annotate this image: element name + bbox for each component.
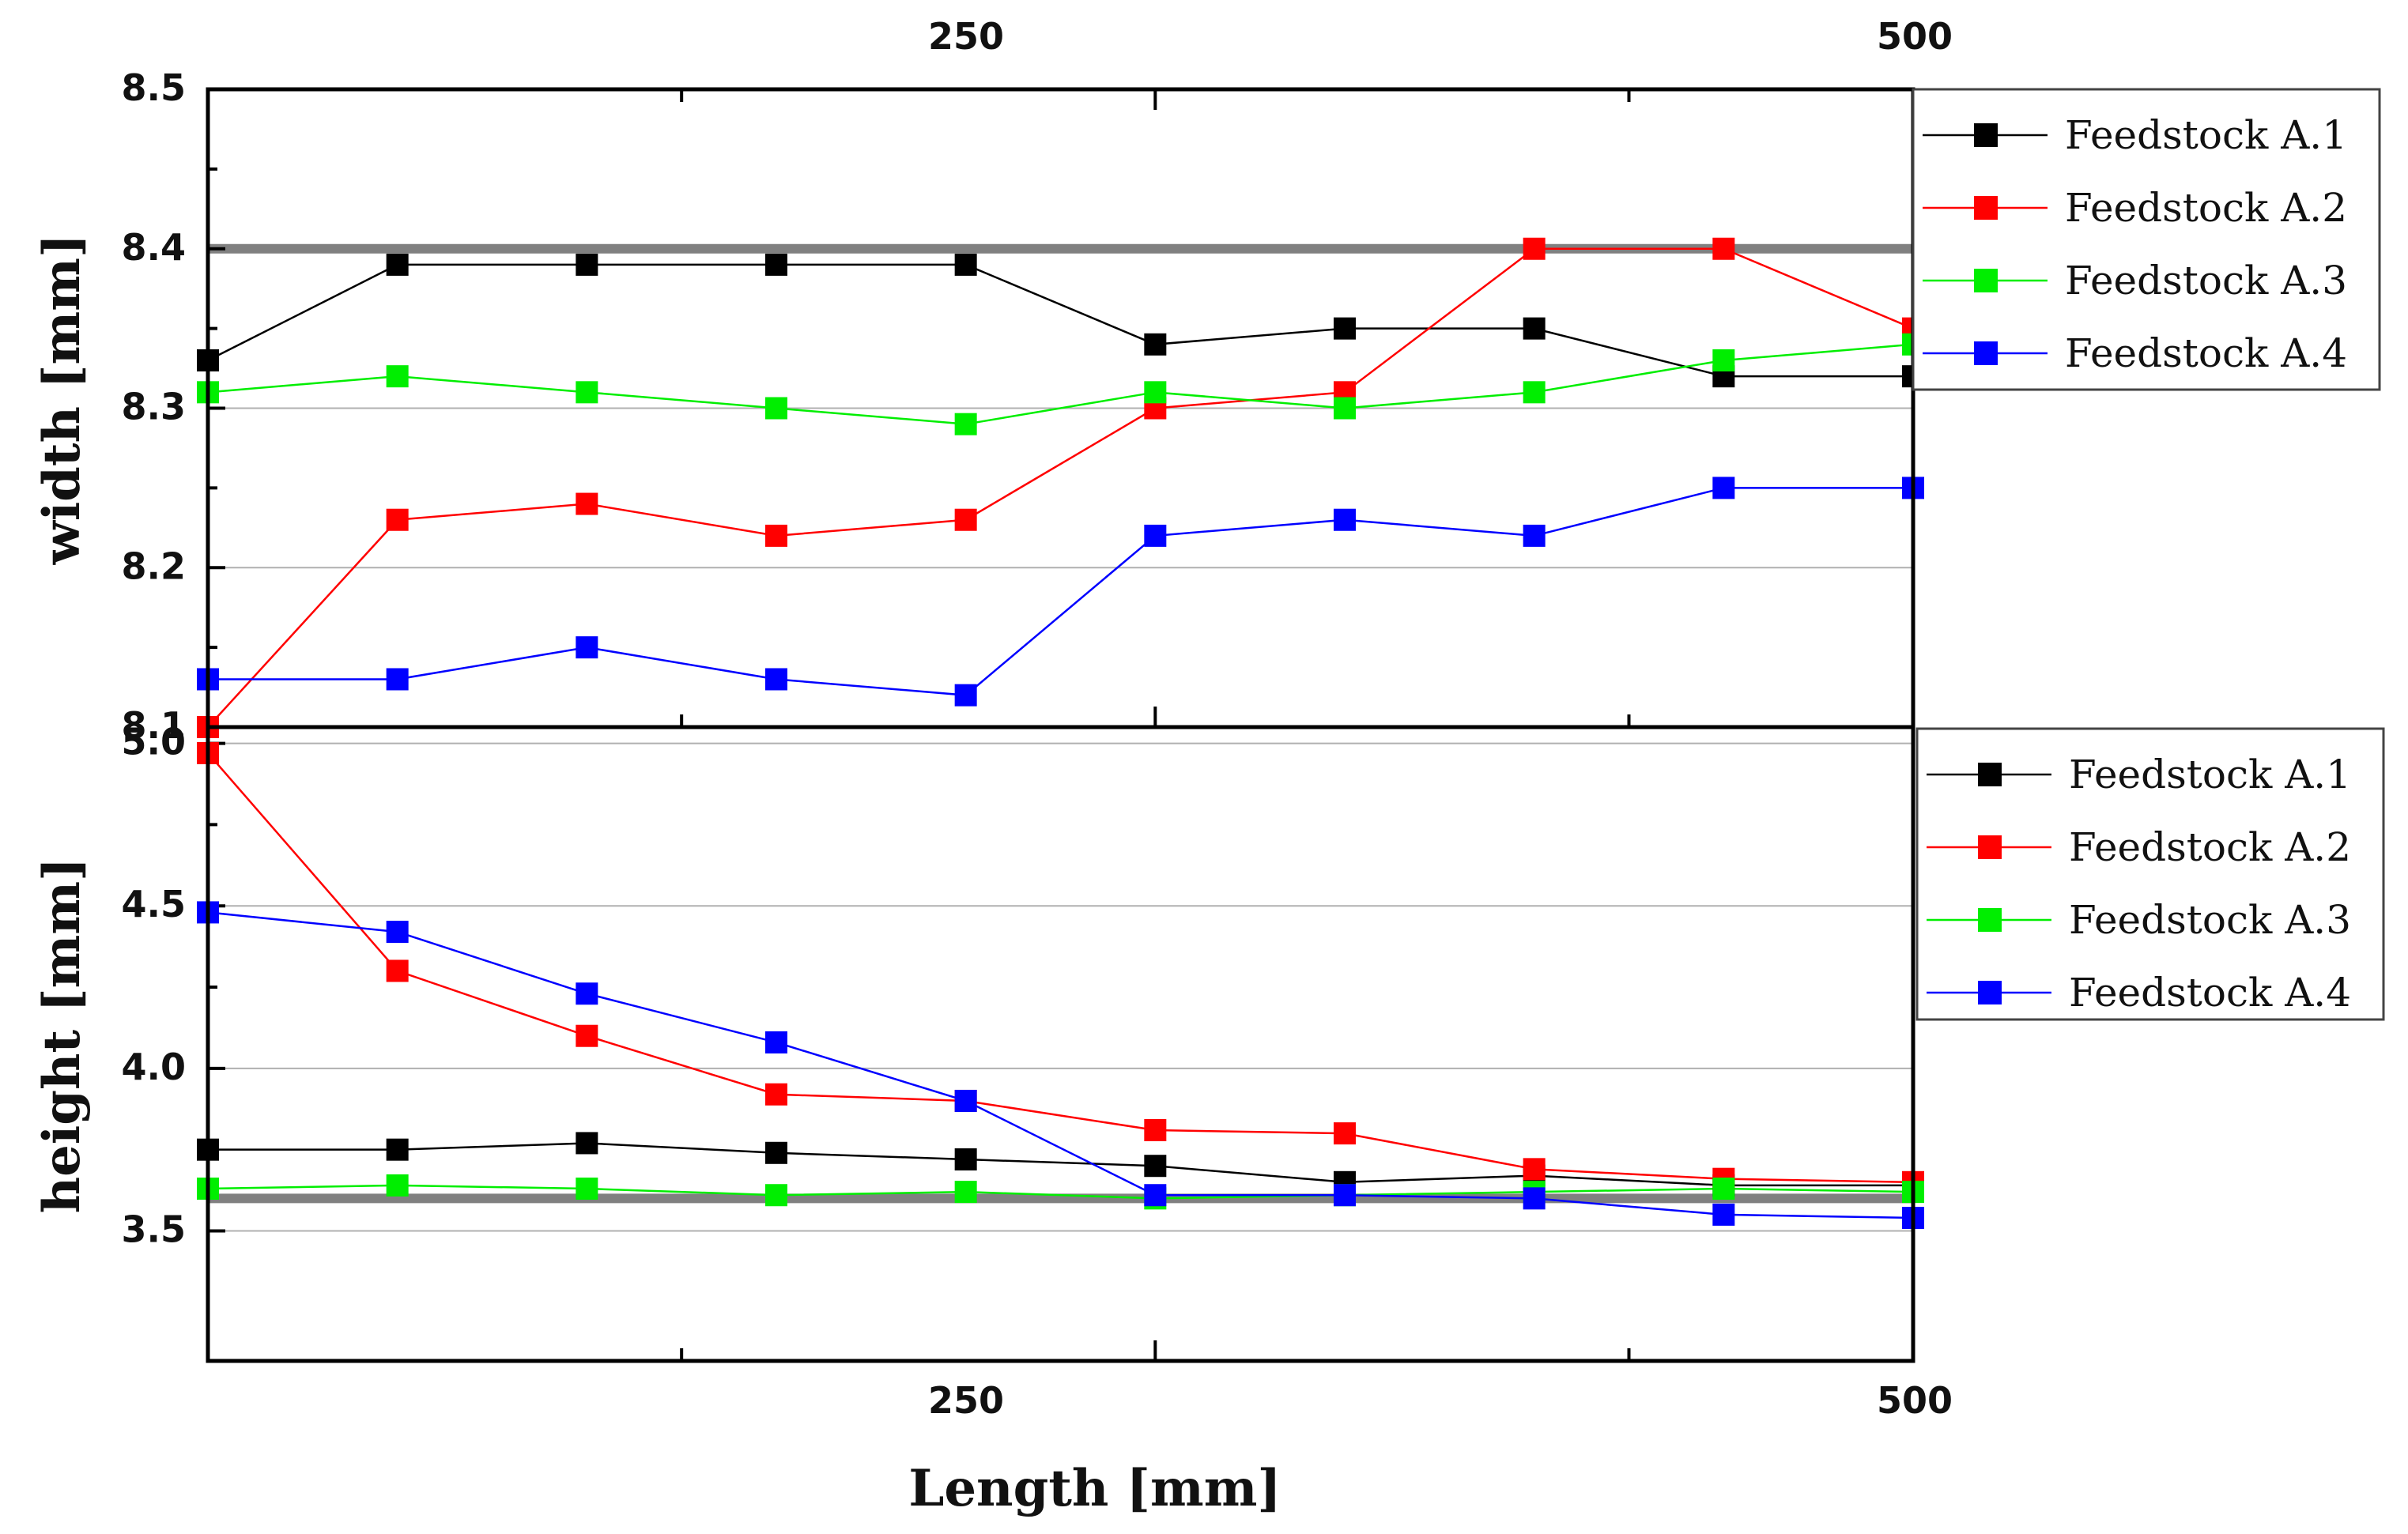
top-series-2-point <box>1523 237 1546 260</box>
top-series-line-1 <box>207 263 1913 378</box>
bottom-y-tick-label: 4.0 <box>122 1046 187 1088</box>
bottom-legend-label-3: Feedstock A.3 <box>2069 897 2351 943</box>
bottom-series-4-point <box>386 921 409 944</box>
bottom-series-3-point <box>576 1178 598 1200</box>
top-series-4-point <box>954 684 977 707</box>
bottom-legend-marker-1 <box>1978 763 2002 786</box>
top-series-3-point <box>765 397 787 420</box>
top-y-tick-label: 8.5 <box>122 66 187 109</box>
bottom-series-3-point <box>1712 1178 1735 1200</box>
top-series-2-point <box>576 492 598 515</box>
top-series-1-point <box>1334 317 1356 340</box>
top-series-4-point <box>386 668 409 691</box>
top-series-1-point <box>576 253 598 276</box>
bottom-series-line-3 <box>207 1184 1914 1200</box>
bottom-series-2-point <box>1144 1118 1167 1141</box>
bottom-legend-label-2: Feedstock A.2 <box>2069 824 2351 870</box>
top-series-2-point <box>1712 237 1735 260</box>
bottom-series-1-point <box>386 1138 409 1161</box>
top-series-4-point <box>1712 477 1735 499</box>
bottom-series-line-4 <box>207 911 1914 1219</box>
bottom-y-axis-title: height [mm] <box>32 857 92 1214</box>
top-series-2-point <box>765 524 787 547</box>
top-y-tick-label: 8.2 <box>122 545 187 587</box>
bottom-series-4-point <box>1523 1187 1546 1210</box>
bottom-series-2-point <box>765 1083 787 1106</box>
top-series-1-point <box>1144 333 1167 356</box>
top-series-line-4 <box>208 487 1913 696</box>
bottom-legend-marker-2 <box>1978 835 2002 859</box>
top-y-axis-title: width [mm] <box>32 234 92 566</box>
top-axis-tick-label-250: 250 <box>928 15 1004 58</box>
bottom-legend-marker-3 <box>1978 908 2002 932</box>
top-series-3-point <box>386 365 409 388</box>
top-series-line-3 <box>207 343 1914 425</box>
top-legend-marker-1 <box>1974 123 1998 147</box>
bottom-series-line-2 <box>207 752 1914 1184</box>
x-axis-title: Length [mm] <box>908 1459 1281 1518</box>
top-y-tick-label: 8.3 <box>122 386 187 428</box>
top-series-4-point <box>1144 524 1167 547</box>
bottom-series-4-point <box>765 1031 787 1053</box>
bottom-series-1-point <box>765 1141 787 1164</box>
top-legend-label-2: Feedstock A.2 <box>2065 185 2347 231</box>
bottom-series-4-point <box>1144 1184 1167 1207</box>
top-series-4-point <box>1334 508 1356 531</box>
top-legend-label-4: Feedstock A.4 <box>2065 330 2347 376</box>
bottom-legend-label-1: Feedstock A.1 <box>2069 752 2351 797</box>
top-series-3-point <box>1523 381 1546 404</box>
top-series-1-point <box>1523 317 1546 340</box>
top-series-4-point <box>1523 524 1546 547</box>
top-series-2-point <box>954 508 977 531</box>
top-series-line-2 <box>207 247 1914 728</box>
bottom-y-tick-label: 3.5 <box>122 1208 187 1250</box>
top-legend-marker-2 <box>1974 196 1998 220</box>
top-legend-marker-3 <box>1974 269 1998 292</box>
bottom-y-tick-label: 5.0 <box>122 721 187 763</box>
top-series-4-point <box>576 636 598 659</box>
bottom-series-2-point <box>386 959 409 982</box>
bottom-series-line-1 <box>208 1142 1913 1187</box>
top-legend-marker-4 <box>1974 341 1998 365</box>
top-legend-label-3: Feedstock A.3 <box>2065 258 2347 303</box>
bottom-axis-tick-label-500: 500 <box>1877 1379 1953 1422</box>
top-series-3-point <box>576 381 598 404</box>
bottom-series-3-point <box>765 1184 787 1207</box>
bottom-legend-marker-4 <box>1978 981 2002 1004</box>
bottom-plot-frame <box>206 725 1915 1363</box>
top-y-tick-label: 8.4 <box>122 226 187 269</box>
bottom-series-2-point <box>576 1024 598 1047</box>
top-axis-tick-label-500: 500 <box>1877 15 1953 58</box>
top-series-3-point <box>1712 349 1735 371</box>
bottom-series-4-point <box>576 982 598 1005</box>
bottom-series-2-point <box>1523 1158 1546 1181</box>
bottom-y-tick-label: 4.5 <box>122 883 187 925</box>
bottom-series-3-point <box>954 1181 977 1204</box>
top-series-1-point <box>386 253 409 276</box>
top-legend-label-1: Feedstock A.1 <box>2065 112 2347 158</box>
top-y-tick-label: 8.1 <box>122 704 187 747</box>
bottom-series-4-point <box>954 1089 977 1112</box>
top-series-3-point <box>954 413 977 435</box>
bottom-legend-label-4: Feedstock A.4 <box>2069 970 2351 1016</box>
bottom-series-4-point <box>1334 1184 1356 1207</box>
top-series-3-point <box>1144 381 1167 404</box>
bottom-series-3-point <box>386 1174 409 1197</box>
top-series-4-point <box>765 668 787 691</box>
bottom-series-4-point <box>1712 1203 1735 1226</box>
bottom-panel-height: 3.5 4.0 4.5 5.0 Feedstock A.1 Feedstock A.2 Fe… <box>122 721 2385 1363</box>
top-series-1-point <box>765 253 787 276</box>
top-series-2-point <box>386 508 409 531</box>
bottom-series-2-point <box>1334 1122 1356 1145</box>
bottom-series-1-point <box>1144 1155 1167 1178</box>
bottom-series-1-point <box>576 1132 598 1155</box>
bottom-axis-tick-label-250: 250 <box>928 1379 1004 1422</box>
top-series-1-point <box>954 253 977 276</box>
top-series-3-point <box>1334 397 1356 420</box>
bottom-series-1-point <box>954 1148 977 1171</box>
top-panel-width: 8.1 8.2 8.3 8.4 8.5 Feedstock A.1 Feedstock A.… <box>122 66 2381 747</box>
